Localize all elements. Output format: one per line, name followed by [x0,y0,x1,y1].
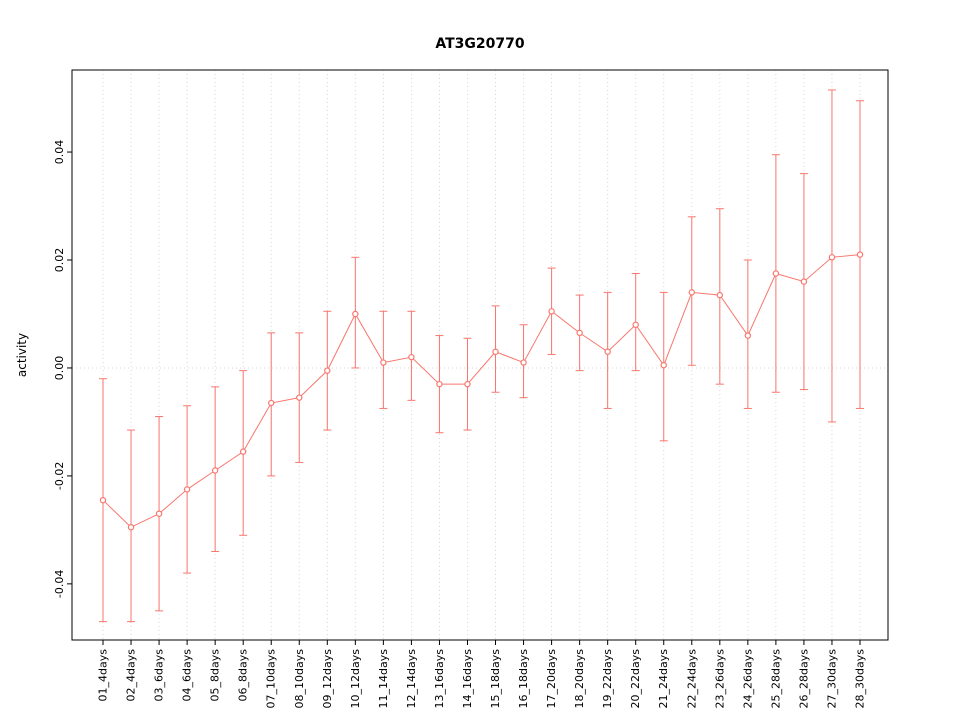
data-point [324,367,331,374]
x-tick-label: 12_14days [405,649,418,709]
data-point [492,348,499,355]
x-tick-label: 19_22days [601,649,614,709]
data-point [660,362,667,369]
data-point [744,332,752,339]
x-tick-label: 16_18days [517,649,530,709]
x-tick-label: 01_4days [97,649,110,702]
x-tick-label: 02_4days [125,649,138,702]
data-point [800,278,808,285]
x-tick-label: 08_10days [293,649,306,709]
data-point [688,289,695,296]
data-point [716,291,724,299]
y-tick-label: 0.04 [53,140,66,165]
y-tick-label: -0.02 [53,462,66,490]
x-tick-label: 15_18days [489,649,502,709]
x-tick-label: 21_24days [657,649,670,709]
x-tick-label: 03_6days [153,649,166,702]
x-tick-label: 17_20days [545,649,558,709]
x-tick-label: 28_30days [854,649,867,709]
data-point [520,359,527,366]
x-tick-label: 18_20days [573,649,586,709]
x-tick-label: 24_26days [741,649,754,709]
data-point [772,270,780,277]
x-tick-label: 20_22days [629,649,642,709]
data-point [464,380,471,388]
series-line [102,254,861,528]
data-point [183,486,191,493]
x-tick-label: 14_16days [461,649,474,709]
data-point [436,380,443,388]
data-point [548,308,555,315]
y-tick-label: 0.02 [53,248,66,273]
data-point [268,399,275,407]
x-tick-label: 27_30days [825,649,838,709]
data-point [856,251,864,258]
x-tick-label: 04_6days [181,649,194,702]
data-point [211,467,219,474]
plot-border [71,69,889,641]
x-tick-label: 07_10days [265,649,278,709]
x-tick-label: 13_16days [433,649,446,709]
x-tick-label: 22_24days [685,649,698,709]
data-point [99,496,107,504]
chart-title: AT3G20770 [435,36,525,52]
data-point [576,329,583,337]
data-point [828,254,836,261]
x-tick-label: 05_8days [209,649,222,702]
y-tick-label: -0.04 [53,570,66,598]
data-point [127,523,135,531]
x-tick-label: 11_14days [377,649,390,709]
data-point [239,448,247,455]
data-point [380,359,387,366]
x-tick-label: 25_28days [769,649,782,709]
data-point [155,510,163,517]
data-point [352,310,359,318]
data-point [632,321,639,328]
data-point [604,348,611,355]
data-point [408,353,415,361]
x-tick-label: 26_28days [797,649,810,709]
x-tick-label: 06_8days [237,649,250,702]
data-point [296,394,303,401]
x-tick-label: 10_12days [349,649,362,709]
x-tick-label: 23_26days [713,649,726,709]
y-tick-label: 0.00 [53,356,66,381]
x-tick-label: 09_12days [321,649,334,709]
